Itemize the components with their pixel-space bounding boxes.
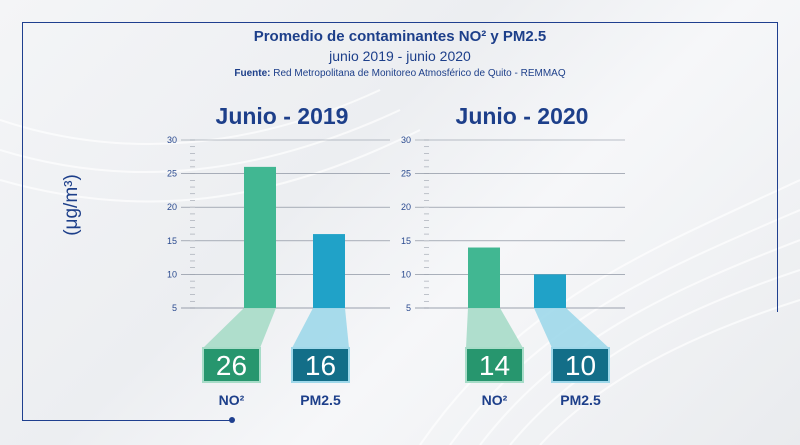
bar-1-1 xyxy=(534,274,566,308)
value-box xyxy=(291,347,350,383)
value-label: 26 xyxy=(216,350,247,381)
y-tick-label: 5 xyxy=(172,303,177,313)
y-tick-label: 5 xyxy=(406,303,411,313)
frame-right-line xyxy=(777,22,778,312)
frame-left-line xyxy=(22,22,23,420)
panel-title-1: Junio - 2020 xyxy=(456,103,589,129)
value-label: 14 xyxy=(479,350,510,381)
y-tick-label: 25 xyxy=(167,169,177,179)
y-tick-label: 10 xyxy=(401,269,411,279)
bar-connector xyxy=(203,308,276,348)
chart-subtitle: junio 2019 - junio 2020 xyxy=(329,48,471,64)
bar-0-1 xyxy=(313,234,345,308)
bar-1-0 xyxy=(468,247,500,308)
bar-connector xyxy=(534,308,609,348)
value-box xyxy=(465,347,524,383)
value-box xyxy=(551,347,610,383)
frame-bottom-dot xyxy=(229,417,235,423)
y-tick-label: 30 xyxy=(167,135,177,145)
value-label: 16 xyxy=(305,350,336,381)
value-box xyxy=(202,347,261,383)
y-tick-label: 20 xyxy=(167,202,177,212)
y-tick-label: 20 xyxy=(401,202,411,212)
source-label: Fuente: xyxy=(234,68,271,79)
source-text: Red Metropolitana de Monitoreo Atmosféri… xyxy=(270,68,566,79)
bar-connector xyxy=(292,308,349,348)
frame-top-line xyxy=(22,22,777,23)
chart-title: Promedio de contaminantes NO² y PM2.5 xyxy=(253,28,547,45)
category-label: PM2.5 xyxy=(300,392,341,408)
bar-connector xyxy=(466,308,523,348)
frame-bottom-line xyxy=(22,420,232,421)
bar-0-0 xyxy=(244,166,276,308)
source-line: Fuente: Red Metropolitana de Monitoreo A… xyxy=(0,68,800,79)
y-tick-label: 25 xyxy=(401,169,411,179)
category-label: NO² xyxy=(482,392,508,408)
header: Promedio de contaminantes NO² y PM2.5 ju… xyxy=(0,28,800,79)
category-label: NO² xyxy=(219,392,245,408)
y-tick-label: 15 xyxy=(401,236,411,246)
category-label: PM2.5 xyxy=(560,392,601,408)
y-tick-label: 30 xyxy=(401,135,411,145)
value-label: 10 xyxy=(565,350,596,381)
y-tick-label: 15 xyxy=(167,236,177,246)
y-tick-label: 10 xyxy=(167,269,177,279)
panel-title-0: Junio - 2019 xyxy=(216,103,349,129)
